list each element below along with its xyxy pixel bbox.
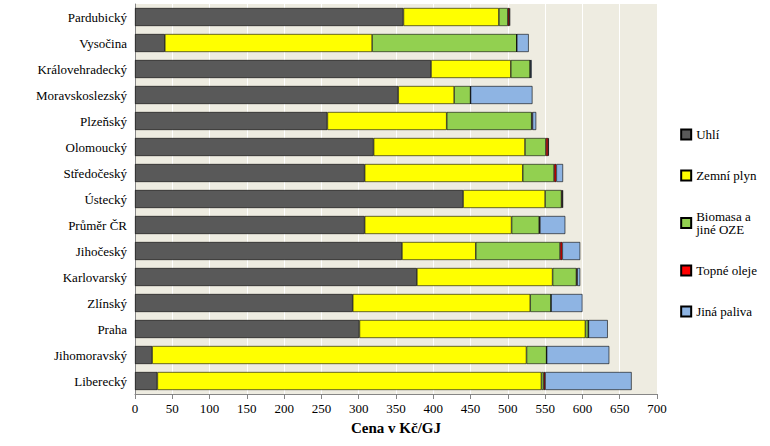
- svg-text:300: 300: [349, 401, 369, 416]
- svg-text:Uhlí: Uhlí: [696, 127, 720, 142]
- svg-text:Moravskoslezský: Moravskoslezský: [36, 88, 127, 103]
- svg-text:350: 350: [386, 401, 406, 416]
- svg-text:50: 50: [166, 401, 179, 416]
- svg-text:Biomasa a: Biomasa a: [696, 209, 754, 224]
- svg-text:Jihočeský: Jihočeský: [76, 244, 128, 259]
- svg-text:Topné oleje: Topné oleje: [696, 263, 757, 278]
- svg-text:Průměr ČR: Průměr ČR: [68, 218, 127, 233]
- svg-text:500: 500: [498, 401, 517, 416]
- svg-text:200: 200: [274, 401, 294, 416]
- svg-text:Vysočina: Vysočina: [79, 36, 127, 51]
- svg-text:Ústecký: Ústecký: [84, 192, 127, 207]
- svg-text:Královehradecký: Královehradecký: [37, 62, 127, 77]
- svg-text:Jihomoravský: Jihomoravský: [54, 348, 127, 363]
- svg-text:Liberecký: Liberecký: [74, 374, 127, 389]
- svg-text:Zlínský: Zlínský: [87, 296, 127, 311]
- svg-text:600: 600: [573, 401, 593, 416]
- svg-text:150: 150: [237, 401, 257, 416]
- svg-text:jiné OZE: jiné OZE: [695, 222, 744, 237]
- svg-text:Olomoucký: Olomoucký: [66, 140, 128, 155]
- svg-text:Cena v Kč/GJ: Cena v Kč/GJ: [351, 420, 441, 436]
- svg-text:0: 0: [132, 401, 139, 416]
- svg-text:400: 400: [424, 401, 444, 416]
- svg-text:250: 250: [312, 401, 332, 416]
- svg-text:700: 700: [647, 401, 667, 416]
- svg-text:100: 100: [200, 401, 220, 416]
- svg-text:Středočeský: Středočeský: [63, 166, 127, 181]
- svg-text:Praha: Praha: [97, 322, 127, 337]
- svg-text:Plzeňský: Plzeňský: [80, 114, 127, 129]
- svg-text:Karlovarský: Karlovarský: [63, 270, 128, 285]
- svg-text:650: 650: [610, 401, 630, 416]
- svg-text:Jiná paliva: Jiná paliva: [696, 304, 752, 319]
- svg-text:550: 550: [535, 401, 555, 416]
- svg-text:450: 450: [461, 401, 481, 416]
- svg-text:Zemní plyn: Zemní plyn: [696, 168, 757, 183]
- svg-text:Pardubický: Pardubický: [68, 10, 128, 25]
